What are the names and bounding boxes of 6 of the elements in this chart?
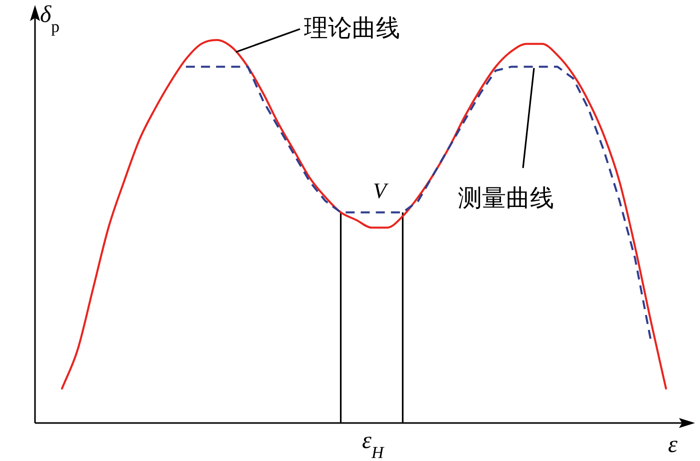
annotation: 理论曲线 xyxy=(304,14,400,42)
text: ε$_{H}$ xyxy=(362,428,384,461)
y-axis-title: δ$_{p}$ xyxy=(40,2,60,36)
annotation: V xyxy=(373,178,389,203)
annotation: 测量曲线 xyxy=(458,184,554,212)
x-axis-title: ε xyxy=(668,432,678,458)
